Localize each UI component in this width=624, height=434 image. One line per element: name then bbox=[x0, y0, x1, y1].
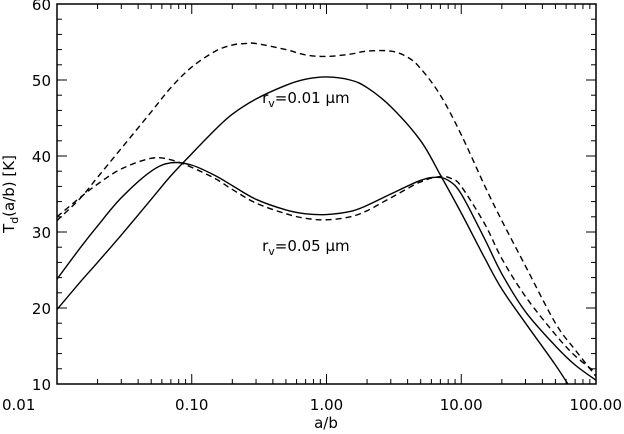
y-tick-label: 60 bbox=[32, 0, 51, 14]
x-tick-label: 100.00 bbox=[570, 396, 623, 414]
x-tick-label: 1.00 bbox=[310, 396, 343, 414]
y-tick-label: 10 bbox=[32, 376, 51, 394]
y-axis-title: Td(a/b) [K] bbox=[0, 155, 21, 234]
y-tick-label: 40 bbox=[32, 148, 51, 166]
tick-labels: 0.01 0.10 1.00 10.00 100.00 10 20 30 40 50 60 bbox=[2, 0, 622, 414]
x-axis-title: a/b bbox=[314, 414, 338, 432]
series-line-4-dashed bbox=[57, 156, 596, 374]
x-tick-label: 10.00 bbox=[440, 396, 483, 414]
series-line-3-solid bbox=[57, 161, 596, 381]
annotations: rv=0.01 μm rv=0.05 μm bbox=[262, 89, 350, 258]
annotation-label-2: rv=0.05 μm bbox=[262, 237, 350, 258]
annotation-label-1: rv=0.01 μm bbox=[262, 89, 350, 110]
y-tick-label: 20 bbox=[32, 300, 51, 318]
ticks-layer bbox=[56, 3, 597, 385]
y-tick-label: 50 bbox=[32, 72, 51, 90]
x-tick-label: 0.10 bbox=[175, 396, 208, 414]
series-line-1-solid bbox=[57, 76, 569, 384]
series-layer bbox=[57, 42, 596, 384]
y-tick-label: 30 bbox=[32, 224, 51, 242]
x-tick-label: 0.01 bbox=[2, 396, 35, 414]
plot-frame bbox=[56, 3, 597, 385]
series-line-2-dashed bbox=[57, 42, 596, 377]
